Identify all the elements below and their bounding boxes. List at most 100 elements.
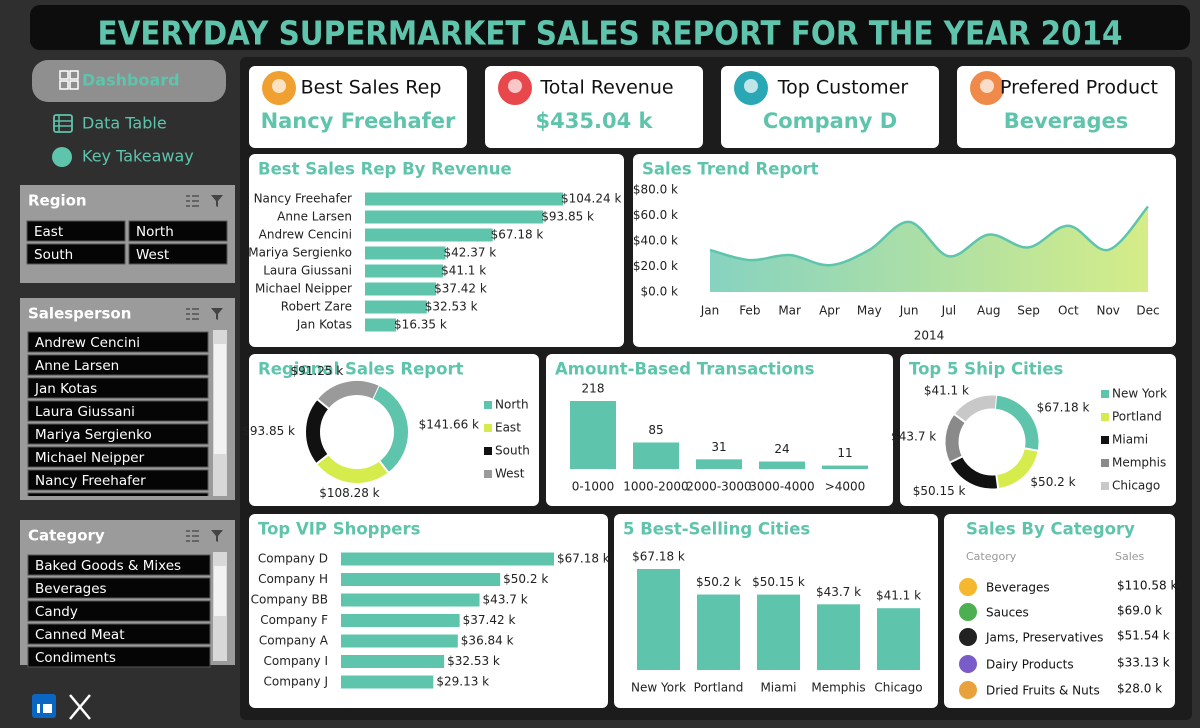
slicer-item[interactable] xyxy=(27,577,211,599)
slicer-item[interactable] xyxy=(27,646,211,668)
linkedin-glyph xyxy=(37,704,40,713)
legend-swatch xyxy=(484,447,492,455)
slicer-item[interactable] xyxy=(27,623,211,645)
slicer-item-label: West xyxy=(136,247,169,263)
slicer-multiselect-icon[interactable] xyxy=(186,308,199,320)
x-tick-label: Apr xyxy=(819,304,840,318)
slicer-item[interactable] xyxy=(27,331,209,353)
category-label: Company A xyxy=(259,634,329,648)
y-tick-label: $40.0 k xyxy=(633,234,678,248)
legend-swatch xyxy=(1101,482,1109,490)
slicer-item-label: North xyxy=(136,224,174,240)
linkedin-glyph xyxy=(43,704,52,713)
slicer-multiselect-icon[interactable] xyxy=(186,530,199,542)
slicer-item[interactable] xyxy=(27,492,209,513)
value-label: $67.18 k xyxy=(1037,401,1090,415)
value-label: 11 xyxy=(837,446,852,460)
slicer-multiselect-icon[interactable] xyxy=(186,195,199,207)
legend-swatch xyxy=(1101,459,1109,467)
bar xyxy=(341,675,434,689)
legend-label: Portland xyxy=(1112,410,1162,424)
slicer-item[interactable] xyxy=(26,220,126,242)
category-label: Anne Larsen xyxy=(277,210,352,224)
slicer-item[interactable] xyxy=(26,243,126,265)
category-label: Nancy Freehafer xyxy=(254,192,352,206)
slicer-item[interactable] xyxy=(27,600,211,622)
slicer-item-label: Anne Larsen xyxy=(35,358,119,374)
scrollbar-thumb[interactable] xyxy=(214,566,226,616)
kpi-title: Best Sales Rep xyxy=(301,77,442,99)
slicer-item[interactable] xyxy=(27,423,209,445)
slicer-filter-icon[interactable] xyxy=(211,530,223,542)
category-label: Chicago xyxy=(874,681,922,695)
slicer-item-group: Mariya Sergienko xyxy=(27,423,209,445)
slicer-item[interactable] xyxy=(27,354,209,376)
card xyxy=(721,66,939,148)
segment-gap xyxy=(994,468,1000,495)
segment-gap xyxy=(943,452,969,467)
category-label: Company D xyxy=(258,552,328,566)
x-tick-label: Mar xyxy=(778,304,801,318)
bar xyxy=(817,604,860,670)
category-label: Company BB xyxy=(251,593,328,607)
table-cell: Dried Fruits & Nuts xyxy=(986,684,1100,698)
legend-label: West xyxy=(495,467,525,481)
kpi-value: Nancy Freehafer xyxy=(261,109,456,133)
legend-swatch xyxy=(1101,436,1109,444)
category-label: Michael Neipper xyxy=(255,282,352,296)
value-label: $41.1 k xyxy=(924,383,969,397)
nav-active[interactable] xyxy=(32,60,226,102)
donut-segment xyxy=(994,395,1039,451)
kpi-title: Total Revenue xyxy=(539,77,673,99)
table-cell: $28.0 k xyxy=(1117,682,1162,696)
chart-title: 5 Best-Selling Cities xyxy=(623,520,810,539)
slicer-item[interactable] xyxy=(27,554,211,576)
bar xyxy=(341,552,554,566)
slicer-item[interactable] xyxy=(128,220,228,242)
category-label: 3000-4000 xyxy=(749,480,814,494)
kpi-title: Top Customer xyxy=(777,77,909,99)
nav-icon xyxy=(53,114,73,133)
value-label: 218 xyxy=(582,382,605,396)
x-tick-label: Nov xyxy=(1096,304,1119,318)
slicer-item[interactable] xyxy=(27,469,209,491)
slicer-item-group: West xyxy=(128,243,228,265)
category-label: Company I xyxy=(264,654,328,668)
table-cell: $110.58 k xyxy=(1117,579,1177,593)
donut-segment xyxy=(996,447,1038,489)
scrollbar-thumb[interactable] xyxy=(214,344,226,454)
nav-item[interactable]: Dashboard xyxy=(82,71,180,90)
slicer-item[interactable] xyxy=(27,446,209,468)
category-icon xyxy=(959,628,977,646)
value-label: $42.37 k xyxy=(443,246,496,260)
slicer-item[interactable] xyxy=(27,377,209,399)
kpi-value: Company D xyxy=(763,109,897,133)
bar xyxy=(365,264,444,278)
value-label: 85 xyxy=(648,423,663,437)
slicer-filter-icon[interactable] xyxy=(211,195,223,207)
bar xyxy=(341,614,460,627)
slicer-filter-icon[interactable] xyxy=(211,308,223,320)
value-label: $43.7 k xyxy=(816,585,861,599)
donut-segment xyxy=(306,399,329,464)
slicer-item-group: Canned Meat xyxy=(27,623,211,645)
card xyxy=(944,514,1175,708)
chart-title: Sales Trend Report xyxy=(642,160,819,179)
bar xyxy=(633,442,679,469)
kpi-icon-detail xyxy=(508,79,522,93)
slicer-item[interactable] xyxy=(27,400,209,422)
nav-item[interactable]: Key Takeaway xyxy=(82,147,194,166)
nav-item[interactable]: Data Table xyxy=(82,114,167,133)
x-tick-label: Jan xyxy=(700,304,720,318)
category-label: Portland xyxy=(694,681,744,695)
value-label: $67.18 k xyxy=(557,552,610,566)
value-label: $67.18 k xyxy=(491,228,544,242)
slicer-item-label: Condiments xyxy=(35,650,116,666)
x-tick-label: Feb xyxy=(739,304,760,318)
legend-label: North xyxy=(495,398,529,412)
slicer-item[interactable] xyxy=(128,243,228,265)
x-icon[interactable] xyxy=(69,694,91,720)
value-label: 31 xyxy=(711,440,726,454)
value-label: $93.85 k xyxy=(541,210,594,224)
slicer-item-group: Michael Neipper xyxy=(27,446,209,468)
